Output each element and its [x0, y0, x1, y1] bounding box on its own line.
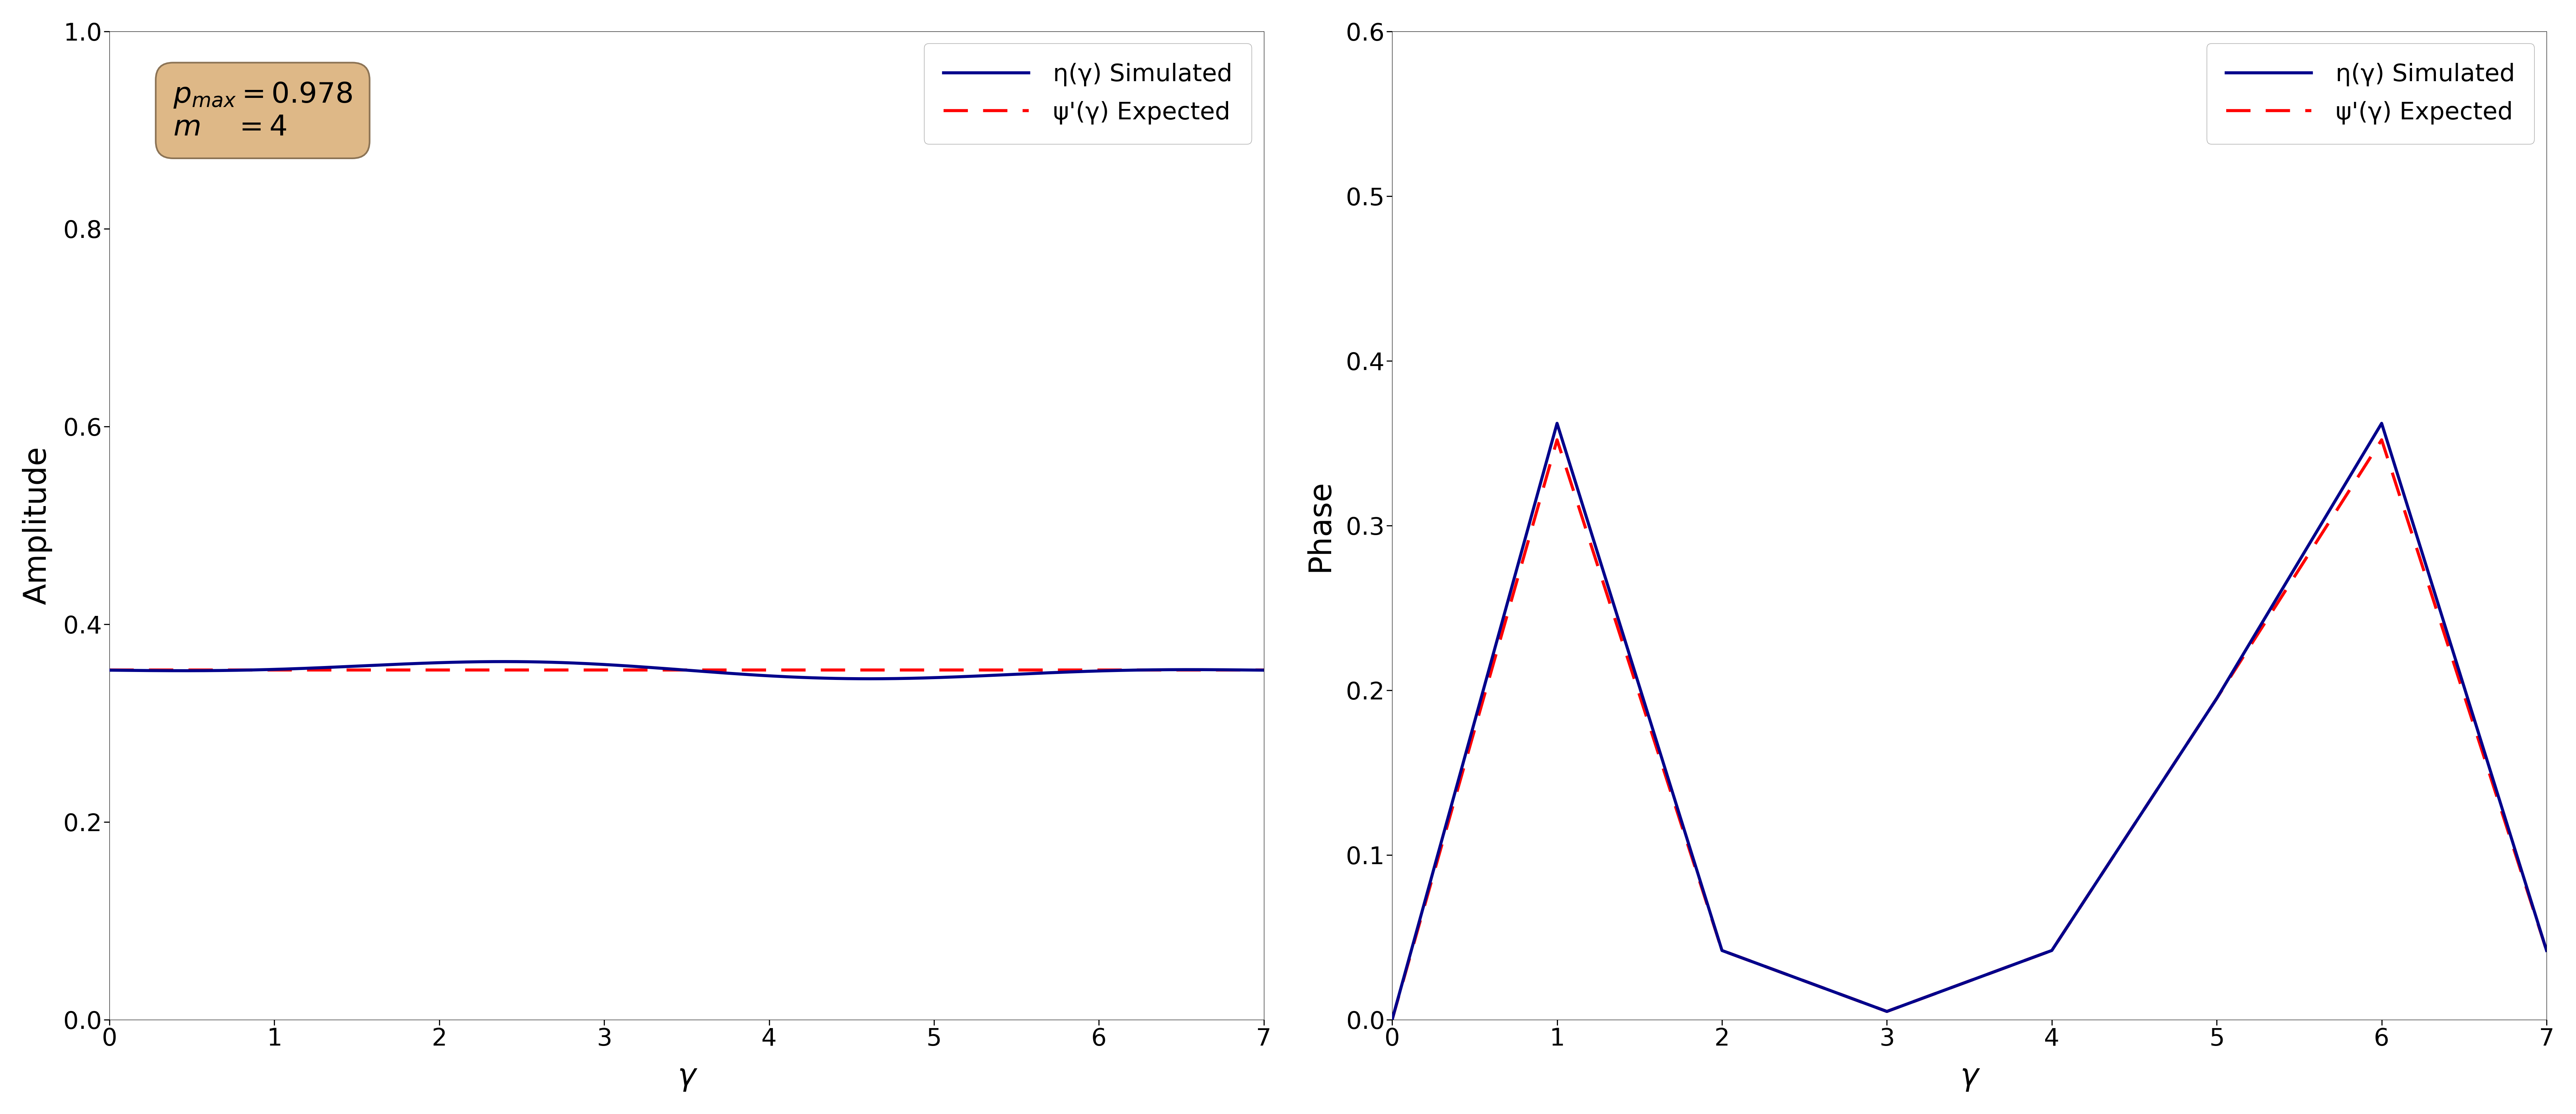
- ψ'(γ) Expected: [1705, 944, 1736, 957]
- ψ'(γ) Expected: [1249, 664, 1280, 677]
- ψ'(γ) Expected: [2365, 433, 2396, 447]
- η(γ) Simulated: [1705, 944, 1736, 957]
- ψ'(γ) Expected: [1540, 433, 1571, 447]
- η(γ) Simulated: [2035, 944, 2066, 957]
- Legend: η(γ) Simulated, ψ'(γ) Expected: η(γ) Simulated, ψ'(γ) Expected: [2205, 43, 2535, 144]
- η(γ) Simulated: [1376, 1013, 1406, 1026]
- Line: ψ'(γ) Expected: ψ'(γ) Expected: [1391, 440, 2545, 1019]
- Y-axis label: Phase: Phase: [1303, 479, 1334, 571]
- η(γ) Simulated: [1226, 663, 1257, 676]
- Y-axis label: Amplitude: Amplitude: [23, 447, 52, 605]
- X-axis label: γ: γ: [1960, 1062, 1978, 1092]
- ψ'(γ) Expected: [2035, 944, 2066, 957]
- ψ'(γ) Expected: [781, 664, 811, 677]
- ψ'(γ) Expected: [2200, 692, 2231, 705]
- η(γ) Simulated: [2365, 417, 2396, 430]
- η(γ) Simulated: [1046, 666, 1077, 680]
- η(γ) Simulated: [2200, 692, 2231, 705]
- ψ'(γ) Expected: [1376, 1013, 1406, 1026]
- ψ'(γ) Expected: [1870, 1005, 1901, 1018]
- η(γ) Simulated: [487, 655, 518, 668]
- ψ'(γ) Expected: [719, 664, 750, 677]
- Line: η(γ) Simulated: η(γ) Simulated: [108, 662, 1265, 678]
- η(γ) Simulated: [855, 672, 886, 685]
- ψ'(γ) Expected: [93, 664, 124, 677]
- Legend: η(γ) Simulated, ψ'(γ) Expected: η(γ) Simulated, ψ'(γ) Expected: [925, 43, 1252, 144]
- ψ'(γ) Expected: [641, 664, 672, 677]
- η(γ) Simulated: [721, 667, 752, 681]
- ψ'(γ) Expected: [2530, 944, 2561, 957]
- η(γ) Simulated: [93, 664, 124, 677]
- ψ'(γ) Expected: [1221, 664, 1252, 677]
- ψ'(γ) Expected: [649, 664, 680, 677]
- η(γ) Simulated: [783, 671, 814, 684]
- Text: $p_{max} = 0.978$
$m \quad\, = 4$: $p_{max} = 0.978$ $m \quad\, = 4$: [173, 80, 353, 141]
- η(γ) Simulated: [1249, 664, 1280, 677]
- ψ'(γ) Expected: [1041, 664, 1072, 677]
- η(γ) Simulated: [1870, 1005, 1901, 1018]
- η(γ) Simulated: [2530, 944, 2561, 957]
- Line: η(γ) Simulated: η(γ) Simulated: [1391, 423, 2545, 1019]
- η(γ) Simulated: [1540, 417, 1571, 430]
- η(γ) Simulated: [652, 662, 683, 675]
- η(γ) Simulated: [644, 662, 675, 675]
- X-axis label: γ: γ: [677, 1062, 696, 1092]
